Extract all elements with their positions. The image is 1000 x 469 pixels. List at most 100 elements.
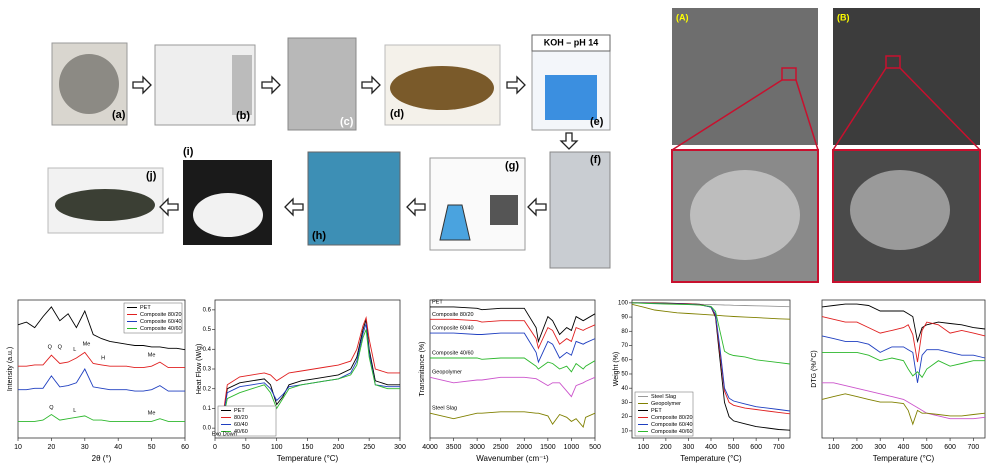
series-line [17, 306, 186, 351]
arrow [406, 197, 426, 217]
legend-label: Composite 80/20 [651, 415, 693, 421]
x-tick-label: 10 [14, 444, 22, 451]
y-tick-label: 0.0 [203, 426, 212, 432]
geopolymer-pile [55, 189, 155, 221]
process-flow: (a) (b) (c) (d) (e) KOH – pH 14 (f) (g) … [47, 34, 611, 269]
sem-images: (A) (B) [671, 8, 981, 283]
series-line [18, 413, 185, 422]
zoom-line [671, 67, 981, 151]
x-tick-label: 250 [363, 444, 375, 451]
annotation: Q [58, 344, 63, 350]
series-line [429, 376, 596, 398]
y-tick-label: 90 [621, 315, 628, 321]
y-axis-label: Transmitance (%) [419, 342, 426, 397]
x-tick-label: 200 [660, 444, 672, 451]
series-line [430, 306, 596, 344]
y-tick-label: 60 [621, 357, 628, 363]
x-tick-label: 400 [898, 444, 910, 451]
x-tick-label: 300 [394, 444, 406, 451]
x-tick-label: 150 [302, 444, 314, 451]
annotation: Q [49, 405, 54, 411]
x-axis-label: Temperature (°C) [277, 454, 339, 463]
legend-label: PET [140, 305, 151, 311]
legend-label: 80/20 [234, 415, 248, 421]
x-tick-label: 2000 [516, 444, 532, 451]
series-line [430, 332, 596, 364]
series-line [429, 411, 596, 428]
koh-label: KOH – pH 14 [544, 37, 599, 47]
x-tick-label: 40 [114, 444, 122, 451]
series-line [18, 351, 185, 369]
x-tick-label: 0 [213, 444, 217, 451]
x-tick-label: 100 [637, 444, 649, 451]
x-tick-label: 1500 [540, 444, 556, 451]
series-line [430, 318, 596, 350]
y-tick-label: 10 [621, 428, 628, 434]
annotation: Exo Down [212, 432, 237, 438]
x-axis-label: Temperature (°C) [680, 454, 742, 463]
series-label: Steel Slag [432, 406, 457, 412]
x-tick-label: 1000 [564, 444, 580, 451]
panel-label: (B) [837, 12, 850, 22]
panel-label: (e) [590, 116, 604, 128]
y-tick-label: 0.4 [203, 347, 212, 353]
y-tick-label: 20 [621, 414, 628, 420]
legend-label: Composite 60/40 [140, 319, 182, 325]
x-tick-label: 200 [332, 444, 344, 451]
panel-label: (a) [112, 109, 126, 121]
y-tick-label: 50 [621, 372, 628, 378]
y-tick-label: 100 [618, 300, 629, 306]
panel-label: (c) [340, 116, 354, 128]
y-axis-label: DTG (%/°C) [810, 350, 818, 387]
arrow [527, 197, 547, 217]
series-line [631, 303, 791, 320]
annotation: Me [148, 353, 156, 359]
annotation: Me [83, 342, 91, 348]
y-tick-label: 0.1 [203, 406, 212, 412]
x-tick-label: 500 [728, 444, 740, 451]
series-label: Geopolymer [432, 370, 462, 376]
series-line [821, 303, 986, 344]
annotation: Me [148, 411, 156, 417]
photo-oven [307, 151, 401, 246]
legend-label: Composite 40/60 [651, 429, 693, 435]
panel-label: (d) [390, 108, 404, 120]
x-tick-label: 2500 [493, 444, 509, 451]
series-line [821, 316, 986, 363]
x-tick-label: 100 [271, 444, 283, 451]
series-line [822, 351, 985, 379]
panel-label: (j) [146, 170, 157, 182]
y-axis-label: Heat Flow (W/g) [196, 344, 203, 395]
legend-label: Composite 80/20 [140, 312, 182, 318]
x-tick-label: 50 [148, 444, 156, 451]
y-tick-label: 40 [621, 386, 628, 392]
series-label: Composite 60/40 [432, 326, 474, 332]
legend-label: Composite 40/60 [140, 326, 182, 332]
panel-label: (i) [183, 146, 194, 158]
y-tick-label: 0.3 [203, 367, 212, 373]
arrow [284, 197, 304, 217]
x-tick-label: 3000 [469, 444, 485, 451]
sem-particle [850, 170, 950, 250]
arrow [132, 75, 152, 95]
series-line [821, 335, 986, 383]
photo-mixer [549, 151, 611, 269]
pump [490, 195, 518, 225]
series-line [822, 382, 986, 420]
series-line [18, 368, 185, 392]
x-tick-label: 300 [683, 444, 695, 451]
panel-label: (g) [505, 160, 519, 172]
koh-solution [545, 75, 597, 120]
powder-pile [390, 66, 494, 110]
sem-image [672, 8, 818, 145]
legend-label: PET [651, 408, 662, 414]
series-line [220, 315, 400, 429]
y-tick-label: 0.2 [203, 386, 212, 392]
x-tick-label: 4000 [422, 444, 438, 451]
legend-label: PET [234, 408, 245, 414]
y-tick-label: 0.5 [203, 327, 212, 333]
series-label: PET [432, 299, 443, 305]
x-tick-label: 700 [968, 444, 980, 451]
y-axis-label: Intensity (a.u.) [7, 347, 14, 391]
